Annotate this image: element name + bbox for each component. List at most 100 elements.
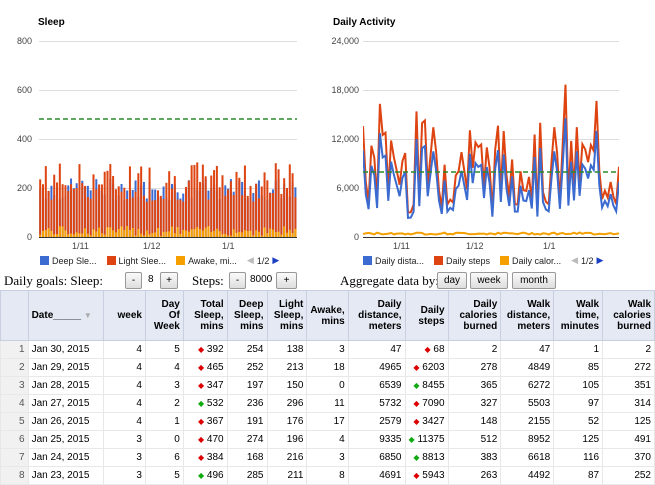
y-tick: 800: [16, 36, 32, 46]
column-header-total-sleep[interactable]: Total Sleep, mins: [182, 290, 228, 341]
sleep-bars: [39, 162, 297, 237]
deep-sleep-cell: 252: [226, 358, 268, 377]
sleep-bar-segment: [283, 178, 286, 237]
aggregate-week-button[interactable]: week: [470, 272, 508, 289]
legend-item[interactable]: Awake, mi...: [176, 256, 237, 266]
trend-down-icon: ◆: [413, 399, 420, 408]
steps-minus-button[interactable]: -: [229, 272, 246, 289]
sleep-bar-segment: [100, 233, 103, 237]
sleep-bar-segment: [246, 231, 249, 237]
table-row[interactable]: 5 Jan 26, 2015 4 1 ◆ 367 191 176 17 2579 ◆ 3427 14…: [0, 412, 655, 431]
trend-up-icon: ◆: [408, 435, 415, 444]
sleep-bar-segment: [44, 230, 47, 237]
sleep-bar-segment: [112, 176, 115, 237]
aggregate-day-button[interactable]: day: [437, 272, 467, 289]
column-header-walk-time[interactable]: Walk time, minutes: [553, 290, 604, 341]
column-header-day-of-week[interactable]: Day Of Week: [144, 290, 184, 341]
sleep-bar-segment: [123, 187, 126, 237]
legend-item[interactable]: Daily calor...: [500, 256, 561, 266]
day-of-week-cell: 5: [144, 340, 184, 359]
prev-page-icon[interactable]: ◀: [571, 255, 578, 265]
sleep-minus-button[interactable]: -: [125, 272, 142, 289]
table-row[interactable]: 4 Jan 27, 2015 4 2 ◆ 532 236 296 11 5732 ◆ 7090 32…: [0, 394, 655, 413]
next-page-icon[interactable]: ▶: [596, 255, 604, 265]
walk-time-cell: 97: [553, 394, 604, 413]
sleep-bar-segment: [215, 228, 218, 237]
aggregate-month-button[interactable]: month: [512, 272, 556, 289]
sleep-bar-segment: [288, 229, 291, 237]
x-tick: 1/12: [466, 241, 484, 251]
daily-steps-cell: ◆ 8455: [404, 376, 449, 395]
date-cell: Jan 28, 2015: [27, 376, 105, 395]
table-row[interactable]: 8 Jan 23, 2015 3 5 ◆ 496 285 211 8 4691 ◆ 5943 263…: [0, 466, 655, 485]
sleep-bar-segment: [72, 234, 75, 237]
daily-calories-cell: 148: [447, 412, 502, 431]
sleep-bar-segment: [162, 231, 165, 237]
legend-item[interactable]: Light Slee...: [106, 256, 166, 266]
week-cell: 4: [103, 412, 146, 431]
sleep-bar-segment: [249, 230, 252, 237]
sleep-bar-segment: [64, 185, 67, 237]
sleep-plus-button[interactable]: +: [160, 272, 178, 289]
column-header-daily-distance[interactable]: Daily distance, meters: [347, 290, 406, 341]
column-header-daily-calories[interactable]: Daily calories burned: [447, 290, 502, 341]
table-row[interactable]: 3 Jan 28, 2015 4 3 ◆ 347 197 150 0 6539 ◆ 8455 365…: [0, 376, 655, 395]
sleep-bar-segment: [221, 175, 224, 237]
legend-item[interactable]: Daily dista...: [363, 256, 424, 266]
sleep-bar-segment: [42, 230, 44, 237]
walk-calories-cell: 491: [602, 430, 655, 449]
column-header-walk-calories[interactable]: Walk calories burned: [602, 290, 655, 341]
column-header-date[interactable]: Date_____ ▼: [27, 290, 105, 341]
x-tick: 1/12: [143, 241, 161, 251]
daily-distance-cell: 6539: [347, 376, 406, 395]
column-header-week[interactable]: week: [103, 290, 146, 341]
total-sleep-cell: ◆ 392: [182, 340, 228, 359]
sleep-bar-segment: [114, 232, 117, 237]
column-header-deep-sleep[interactable]: Deep Sleep, mins: [226, 290, 268, 341]
column-header-daily-steps[interactable]: Daily steps: [404, 290, 449, 341]
table-row[interactable]: 1 Jan 30, 2015 4 5 ◆ 392 254 138 3 47 ◆ 68 2 47 1 2: [0, 340, 655, 359]
daily-calories-cell: 365: [447, 376, 502, 395]
day-of-week-cell: 6: [144, 448, 184, 467]
sleep-bar-segment: [185, 186, 188, 237]
sleep-bar-segment: [185, 230, 188, 237]
sleep-bar-segment: [165, 231, 168, 237]
column-header-awake[interactable]: Awake, mins: [306, 290, 349, 341]
sleep-bar-segment: [229, 235, 232, 237]
sleep-bar-segment: [95, 231, 98, 237]
day-of-week-cell: 5: [144, 466, 184, 485]
sleep-bar-segment: [235, 171, 238, 237]
sleep-bar-segment: [193, 164, 196, 237]
sleep-bar-segment: [294, 197, 297, 237]
sleep-bar-segment: [271, 229, 274, 237]
table-row[interactable]: 2 Jan 29, 2015 4 4 ◆ 465 252 213 18 4965 ◆ 6203 27…: [0, 358, 655, 377]
legend-item[interactable]: Deep Sle...: [40, 256, 97, 266]
table-row[interactable]: 7 Jan 24, 2015 3 6 ◆ 384 168 216 3 6850 ◆ 8813 383…: [0, 448, 655, 467]
trend-up-icon: ◆: [197, 471, 205, 480]
trend-down-icon: ◆: [197, 363, 205, 372]
next-page-icon[interactable]: ▶: [272, 255, 280, 265]
deep-sleep-cell: 197: [226, 376, 268, 395]
legend-item[interactable]: Daily steps: [434, 256, 490, 266]
sleep-bar-segment: [120, 191, 123, 237]
prev-page-icon[interactable]: ◀: [246, 255, 254, 265]
sleep-bar-segment: [199, 181, 202, 237]
y-tick: 0: [353, 232, 359, 242]
sleep-bar-segment: [140, 166, 143, 237]
sleep-bar-segment: [145, 201, 148, 237]
steps-plus-button[interactable]: +: [276, 272, 297, 289]
walk-distance-cell: 6618: [500, 448, 555, 467]
sleep-bar-segment: [196, 162, 199, 237]
sleep-bar-segment: [207, 226, 210, 237]
table-row[interactable]: 6 Jan 25, 2015 3 0 ◆ 470 274 196 4 9335 ◆ 11375 51…: [0, 430, 655, 449]
week-cell: 4: [103, 376, 146, 395]
week-cell: 4: [103, 358, 146, 377]
sleep-goal-value: 8: [148, 274, 154, 285]
sleep-bar-segment: [263, 227, 266, 237]
column-header-light-sleep[interactable]: Light Sleep, mins: [266, 290, 308, 341]
sleep-bar-segment: [165, 182, 168, 237]
trend-down-icon: ◆: [197, 453, 205, 462]
sleep-bar-segment: [156, 228, 159, 237]
walk-distance-cell: 8952: [500, 430, 555, 449]
column-header-walk-distance[interactable]: Walk distance, meters: [500, 290, 555, 341]
